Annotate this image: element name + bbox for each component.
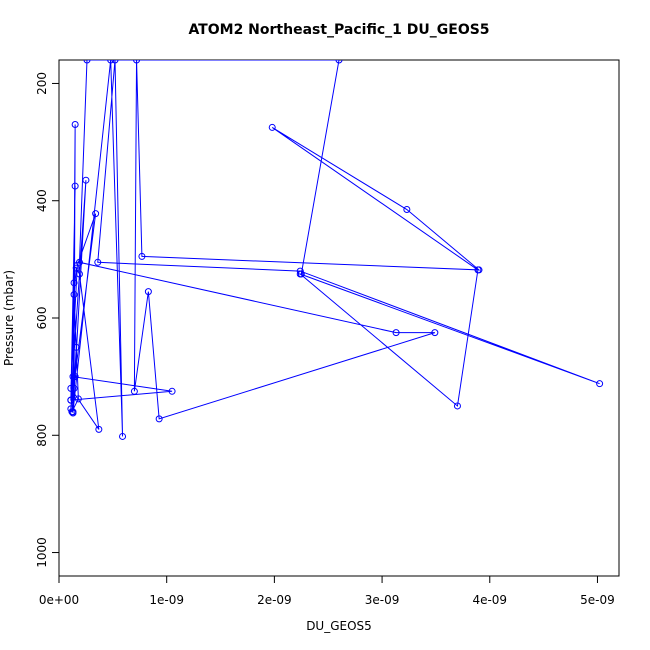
data-point [71,373,79,381]
data-point [268,123,276,131]
x-tick-label: 5e-09 [580,593,615,607]
data-point [392,329,400,337]
data-point [144,288,152,296]
data-point [168,387,176,395]
data-point [94,258,102,266]
data-series [67,60,604,440]
data-point [71,121,79,128]
data-point [155,415,163,423]
data-point [431,329,439,337]
data-point [71,182,79,190]
data-point [92,210,100,218]
data-point [70,384,78,392]
data-point [70,279,78,287]
x-tick-label: 4e-09 [472,593,507,607]
y-tick-label: 1000 [35,537,49,568]
data-point [453,402,461,410]
x-tick-label: 1e-09 [149,593,184,607]
data-point [403,206,411,214]
data-point [82,176,90,184]
data-point [74,395,82,403]
y-tick-label: 800 [35,424,49,447]
data-point [69,373,77,381]
data-point [70,291,78,299]
data-point [67,384,75,392]
data-point [95,425,103,433]
data-point [75,258,83,266]
x-tick-label: 0e+00 [39,593,79,607]
data-point [72,264,80,272]
data-point [67,396,75,404]
data-point [335,60,343,64]
data-point [130,387,138,395]
data-point [133,60,141,64]
x-axis: 0e+00 1e-09 2e-09 3e-09 4e-09 5e-09 [39,575,615,607]
y-axis-label: Pressure (mbar) [2,270,16,366]
data-point [596,380,604,388]
chart-title: ATOM2 Northeast_Pacific_1 DU_GEOS5 [188,22,489,38]
x-tick-label: 2e-09 [257,593,292,607]
data-point [69,408,77,416]
data-point [296,267,304,275]
data-point [138,252,146,260]
y-tick-label: 600 [35,307,49,330]
plot-frame [58,59,620,577]
series-line [70,60,600,437]
data-point [119,432,127,440]
data-point [297,270,305,278]
data-point [72,343,80,351]
x-tick-label: 3e-09 [365,593,400,607]
data-point [107,60,115,64]
y-tick-label: 400 [35,189,49,212]
data-point [83,60,91,64]
x-axis-label: DU_GEOS5 [306,619,372,633]
y-axis: 200 400 600 800 1000 [35,72,60,568]
data-point [475,266,483,274]
y-tick-label: 200 [35,72,49,95]
data-point [111,60,119,64]
data-point [75,270,83,278]
